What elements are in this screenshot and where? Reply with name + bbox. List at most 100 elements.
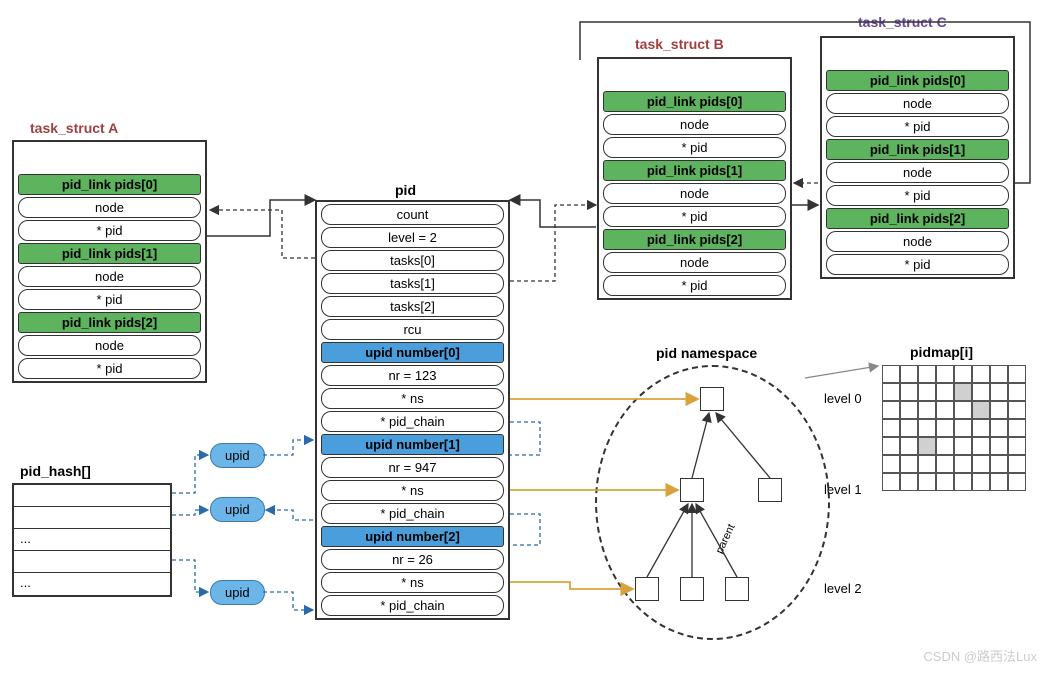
pid-upid0-ns: * ns	[321, 388, 504, 409]
pidmap-cell	[882, 437, 900, 455]
pidmap-cell	[882, 455, 900, 473]
task-struct-a: pid_link pids[0] node * pid pid_link pid…	[12, 140, 207, 383]
pidmap-cell	[918, 401, 936, 419]
pidmap-cell	[936, 419, 954, 437]
pid-upid1-nr: nr = 947	[321, 457, 504, 478]
task-c-pids1-header: pid_link pids[1]	[826, 139, 1009, 160]
task-a-pids1-pid: * pid	[18, 289, 201, 310]
pidmap-cell	[954, 401, 972, 419]
pidmap-cell	[990, 383, 1008, 401]
pidmap-cell	[918, 419, 936, 437]
task-c-pids0-node: node	[826, 93, 1009, 114]
pidmap-cell	[918, 383, 936, 401]
pidmap-cell	[990, 473, 1008, 491]
ns-node-l1-b	[758, 478, 782, 502]
task-c-title: task_struct C	[858, 14, 947, 30]
level2-label: level 2	[824, 581, 862, 596]
ns-node-l2-a	[635, 577, 659, 601]
pid-upid1-ns: * ns	[321, 480, 504, 501]
pid-row-level: level = 2	[321, 227, 504, 248]
pidmap-cell	[900, 401, 918, 419]
pidmap-cell	[936, 383, 954, 401]
pid-row-rcu: rcu	[321, 319, 504, 340]
pid-upid2-nr: nr = 26	[321, 549, 504, 570]
task-c-pids1-pid: * pid	[826, 185, 1009, 206]
pidmap-cell	[936, 455, 954, 473]
pidmap-cell	[990, 419, 1008, 437]
task-b-pids0-header: pid_link pids[0]	[603, 91, 786, 112]
task-a-pids0-pid: * pid	[18, 220, 201, 241]
pidmap-cell	[900, 419, 918, 437]
pid-upid0-nr: nr = 123	[321, 365, 504, 386]
level0-label: level 0	[824, 391, 862, 406]
hash-row	[14, 485, 170, 507]
task-a-pids0-header: pid_link pids[0]	[18, 174, 201, 195]
pid-row-count: count	[321, 204, 504, 225]
task-a-pids2-pid: * pid	[18, 358, 201, 379]
pidmap-grid	[882, 365, 1026, 491]
pidmap-cell	[990, 455, 1008, 473]
pidmap-cell	[882, 473, 900, 491]
task-b-pids0-pid: * pid	[603, 137, 786, 158]
task-struct-b: pid_link pids[0] node * pid pid_link pid…	[597, 57, 792, 300]
task-b-pids1-pid: * pid	[603, 206, 786, 227]
pidmap-title: pidmap[i]	[910, 344, 973, 360]
task-a-pids1-node: node	[18, 266, 201, 287]
pidmap-cell	[954, 455, 972, 473]
task-c-pids1-node: node	[826, 162, 1009, 183]
ns-node-l2-b	[680, 577, 704, 601]
pid-row-tasks2: tasks[2]	[321, 296, 504, 317]
pidmap-cell	[900, 455, 918, 473]
ns-node-l2-c	[725, 577, 749, 601]
pidmap-cell	[972, 365, 990, 383]
pidmap-cell	[972, 455, 990, 473]
task-c-pids0-pid: * pid	[826, 116, 1009, 137]
pidmap-cell	[1008, 473, 1026, 491]
pidmap-cell	[882, 419, 900, 437]
task-b-pids1-header: pid_link pids[1]	[603, 160, 786, 181]
pidmap-cell	[954, 383, 972, 401]
pidmap-cell	[900, 365, 918, 383]
task-b-pids0-node: node	[603, 114, 786, 135]
task-b-pids2-node: node	[603, 252, 786, 273]
pidmap-cell	[990, 401, 1008, 419]
pid-upid1-header: upid number[1]	[321, 434, 504, 455]
task-a-pids2-node: node	[18, 335, 201, 356]
task-a-title: task_struct A	[30, 120, 118, 136]
task-a-pids1-header: pid_link pids[1]	[18, 243, 201, 264]
pidmap-cell	[972, 383, 990, 401]
pidmap-cell	[900, 383, 918, 401]
pid-hash-title: pid_hash[]	[20, 463, 91, 479]
namespace-title: pid namespace	[656, 345, 757, 361]
pidmap-cell	[936, 437, 954, 455]
pidmap-cell	[954, 473, 972, 491]
pidmap-cell	[1008, 401, 1026, 419]
hash-row	[14, 507, 170, 529]
ns-node-l1-a	[680, 478, 704, 502]
task-b-title: task_struct B	[635, 36, 724, 52]
task-b-pids2-pid: * pid	[603, 275, 786, 296]
pidmap-cell	[900, 437, 918, 455]
pidmap-cell	[1008, 419, 1026, 437]
hash-row: ...	[14, 529, 170, 551]
task-struct-c: pid_link pids[0] node * pid pid_link pid…	[820, 36, 1015, 279]
task-c-pids2-header: pid_link pids[2]	[826, 208, 1009, 229]
pid-upid0-chain: * pid_chain	[321, 411, 504, 432]
pid-struct: count level = 2 tasks[0] tasks[1] tasks[…	[315, 200, 510, 620]
pidmap-cell	[990, 365, 1008, 383]
pidmap-cell	[918, 473, 936, 491]
task-c-pids2-pid: * pid	[826, 254, 1009, 275]
pidmap-cell	[972, 419, 990, 437]
pidmap-cell	[900, 473, 918, 491]
pidmap-cell	[882, 365, 900, 383]
task-a-pids2-header: pid_link pids[2]	[18, 312, 201, 333]
level1-label: level 1	[824, 482, 862, 497]
task-b-pids1-node: node	[603, 183, 786, 204]
hash-row	[14, 551, 170, 573]
pid-upid2-header: upid number[2]	[321, 526, 504, 547]
task-c-pids2-node: node	[826, 231, 1009, 252]
pidmap-cell	[1008, 455, 1026, 473]
pidmap-cell	[1008, 365, 1026, 383]
pidmap-cell	[918, 437, 936, 455]
pidmap-cell	[918, 455, 936, 473]
